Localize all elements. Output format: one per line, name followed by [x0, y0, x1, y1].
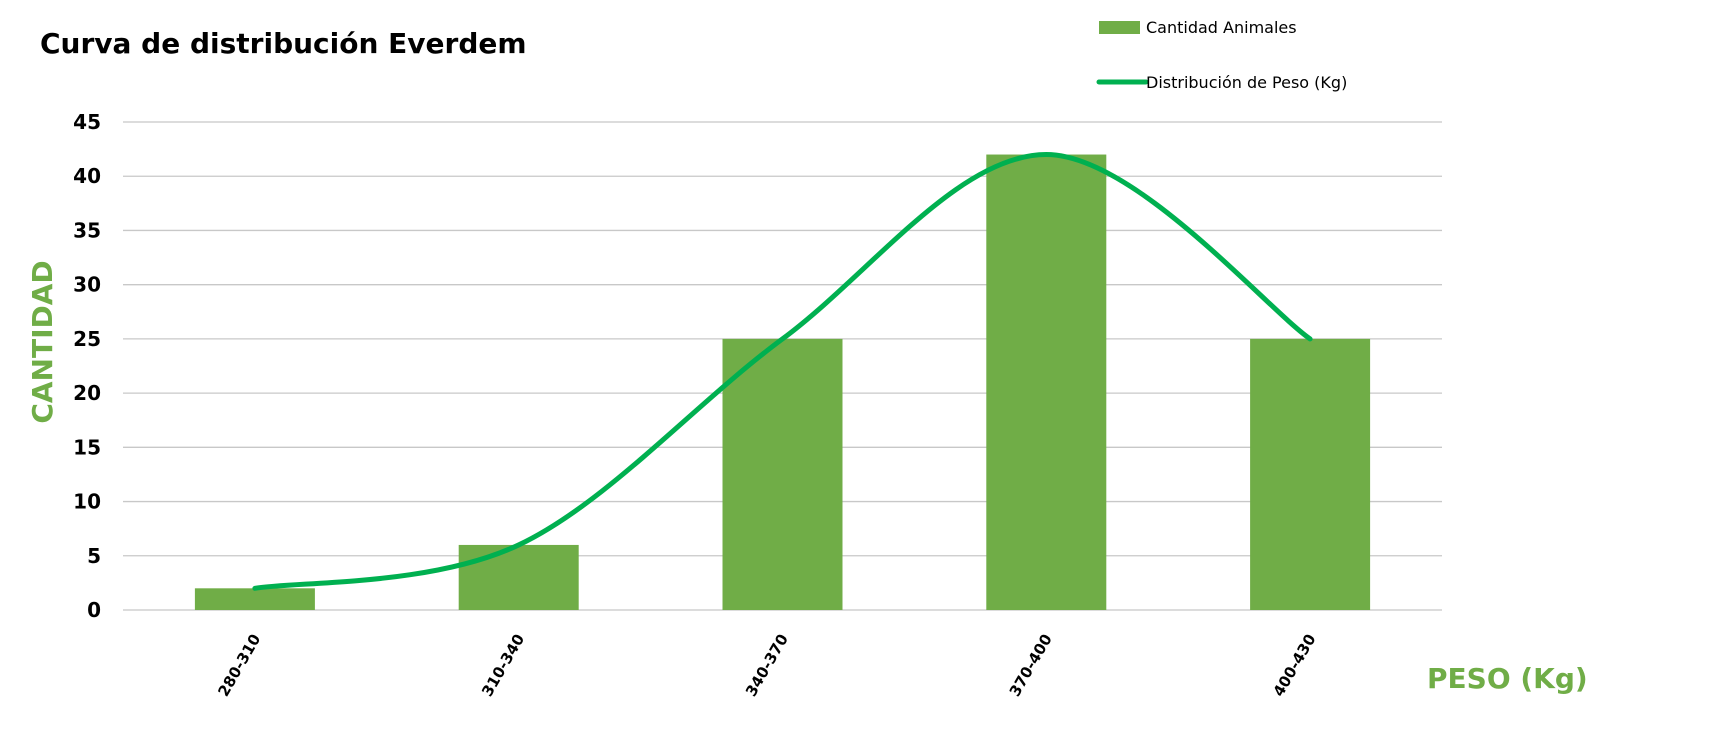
- bar: [458, 544, 579, 610]
- bar: [722, 338, 843, 610]
- chart-title: Curva de distribución Everdem: [40, 27, 527, 60]
- legend-label-line: Distribución de Peso (Kg): [1146, 73, 1347, 92]
- x-tick-label: 400-430: [1270, 631, 1320, 700]
- x-axis-label: PESO (Kg): [1427, 662, 1588, 695]
- y-tick-label: 20: [73, 381, 101, 405]
- x-tick-label: 370-400: [1006, 631, 1056, 700]
- y-axis-label: CANTIDAD: [26, 260, 59, 423]
- y-tick-label: 25: [73, 327, 101, 351]
- bar: [1250, 338, 1371, 610]
- x-tick-label: 310-340: [478, 631, 528, 700]
- bar: [194, 588, 315, 610]
- y-tick-label: 35: [73, 218, 101, 242]
- series-line: [252, 152, 1313, 591]
- x-tick-label: 280-310: [214, 631, 264, 700]
- bars: [194, 154, 1371, 611]
- y-tick-label: 5: [87, 544, 101, 568]
- y-tick-label: 45: [73, 110, 101, 134]
- y-tick-label: 10: [73, 490, 101, 514]
- x-axis-ticks: 280-310 310-340 340-370 370-400 400-430: [214, 631, 1319, 700]
- legend-label-bar: Cantidad Animales: [1146, 18, 1297, 37]
- bar: [986, 154, 1107, 611]
- y-tick-label: 0: [87, 598, 101, 622]
- y-axis-ticks: 0 5 10 15 20 25 30 35 40 45: [73, 110, 101, 622]
- line-series: [252, 152, 1313, 591]
- y-tick-label: 40: [73, 164, 101, 188]
- y-tick-label: 15: [73, 435, 101, 459]
- legend: Cantidad Animales Distribución de Peso (…: [1096, 18, 1347, 92]
- legend-swatch-bar: [1099, 21, 1140, 34]
- y-tick-label: 30: [73, 273, 101, 297]
- x-tick-label: 340-370: [742, 631, 792, 700]
